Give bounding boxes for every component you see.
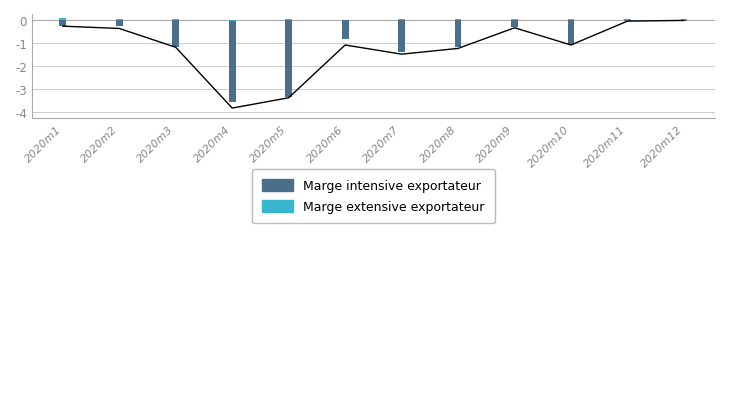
- Bar: [228, 21, 236, 22]
- Bar: [172, 20, 179, 21]
- Bar: [680, 20, 688, 21]
- Bar: [59, 21, 66, 27]
- Bar: [568, 21, 575, 45]
- Bar: [511, 21, 518, 28]
- Bar: [285, 21, 292, 97]
- Bar: [228, 21, 236, 103]
- Bar: [511, 20, 518, 21]
- Bar: [680, 21, 688, 22]
- Legend: Marge intensive exportateur, Marge extensive exportateur: Marge intensive exportateur, Marge exten…: [252, 169, 495, 224]
- Bar: [455, 21, 461, 48]
- Bar: [398, 21, 405, 53]
- Bar: [116, 20, 123, 21]
- Bar: [455, 20, 461, 21]
- Bar: [172, 21, 179, 48]
- Bar: [342, 21, 348, 40]
- Bar: [624, 20, 631, 21]
- Bar: [285, 20, 292, 21]
- Bar: [568, 20, 575, 21]
- Bar: [59, 19, 66, 21]
- Bar: [624, 21, 631, 22]
- Bar: [398, 20, 405, 21]
- Bar: [116, 21, 123, 27]
